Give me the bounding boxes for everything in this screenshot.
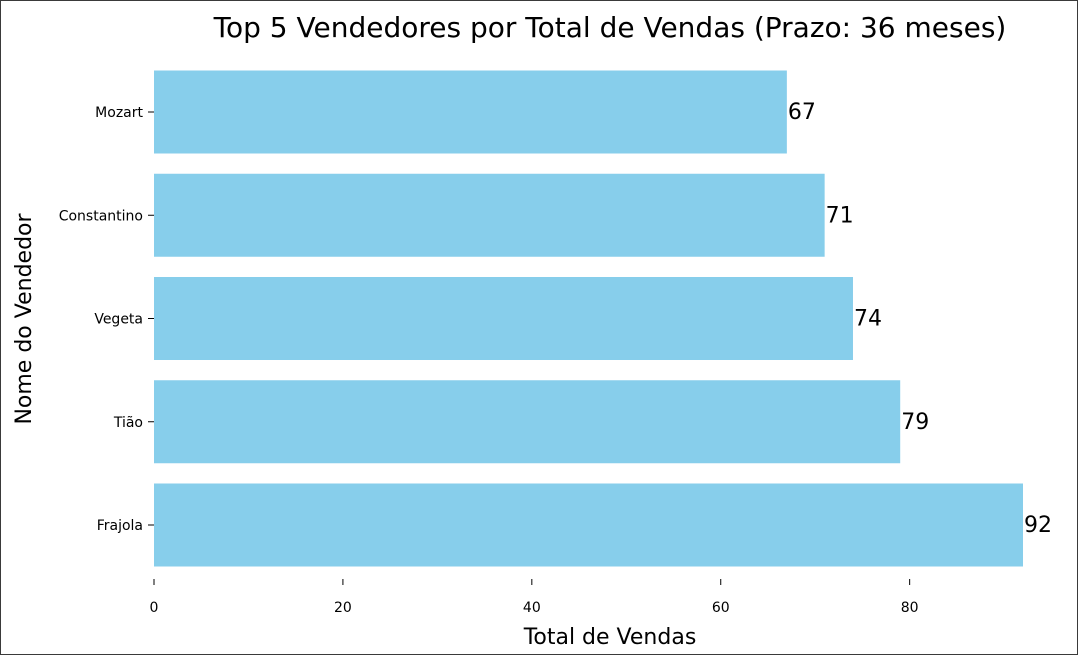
bars-group	[154, 70, 1023, 567]
y-tick-label: Vegeta	[94, 312, 143, 328]
bar-value-labels: 67 71 74 79 92	[788, 100, 1052, 538]
bar-3	[154, 277, 853, 360]
bar-5	[154, 483, 1023, 567]
bar-value-label: 71	[826, 203, 854, 228]
bar-value-label: 67	[788, 100, 816, 125]
bar-4	[154, 380, 901, 464]
bar-value-label: 79	[901, 410, 929, 435]
x-tick-label: 0	[150, 600, 159, 616]
bar-value-label: 74	[854, 307, 882, 332]
x-tick-label: 40	[523, 600, 541, 616]
bar-1	[154, 70, 787, 154]
x-axis-label: Total de Vendas	[523, 625, 697, 650]
y-tick-label: Mozart	[95, 105, 143, 121]
x-tick-label: 20	[334, 600, 352, 616]
y-tick-labels: Mozart Constantino Vegeta Tião Frajola	[59, 105, 154, 534]
y-tick-label: Tião	[113, 415, 143, 431]
y-tick-label: Constantino	[59, 208, 143, 224]
y-tick-label: Frajola	[97, 518, 143, 534]
x-axis: 0 20 40 60 80	[150, 579, 919, 616]
x-tick-label: 60	[712, 600, 730, 616]
bar-value-label: 92	[1024, 513, 1052, 538]
x-tick-label: 80	[901, 600, 919, 616]
bar-2	[154, 173, 825, 257]
y-axis-label: Nome do Vendedor	[12, 213, 37, 425]
chart-title: Top 5 Vendedores por Total de Vendas (Pr…	[213, 11, 1007, 44]
